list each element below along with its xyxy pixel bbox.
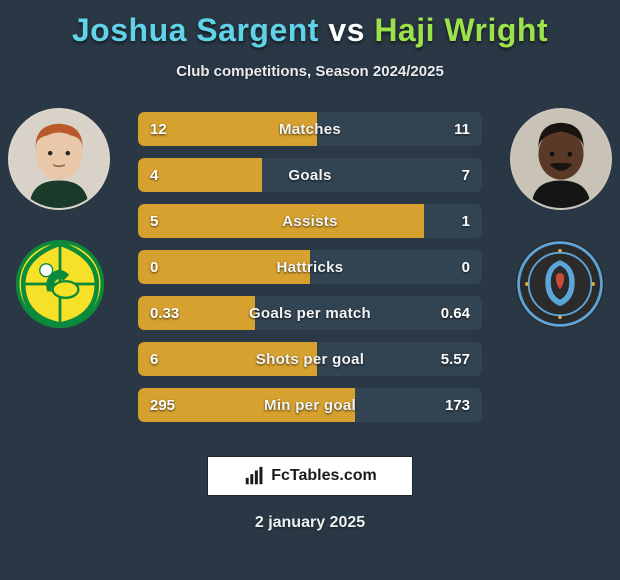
player2-avatar xyxy=(510,108,612,210)
stat-label: Goals per match xyxy=(138,296,482,330)
stat-row: 51Assists xyxy=(138,204,482,238)
subtitle: Club competitions, Season 2024/2025 xyxy=(0,63,620,80)
stat-row: 47Goals xyxy=(138,158,482,192)
brand-icon xyxy=(243,465,265,487)
stat-label: Shots per goal xyxy=(138,342,482,376)
stat-label: Matches xyxy=(138,112,482,146)
stat-label: Hattricks xyxy=(138,250,482,284)
stat-row: 0.330.64Goals per match xyxy=(138,296,482,330)
stat-bars: 1211Matches 47Goals 51Assists 00Hattricks 0.… xyxy=(138,112,482,422)
comparison-title: Joshua Sargent vs Haji Wright xyxy=(0,0,620,49)
player1-avatar xyxy=(8,108,110,210)
stat-row: 1211Matches xyxy=(138,112,482,146)
comparison-content: 1211Matches 47Goals 51Assists 00Hattricks 0.… xyxy=(0,108,620,438)
player2-name: Haji Wright xyxy=(374,12,548,48)
brand-badge[interactable]: FcTables.com xyxy=(207,456,413,496)
date-text: 2 january 2025 xyxy=(0,514,620,532)
stat-label: Goals xyxy=(138,158,482,192)
club1-badge xyxy=(14,238,106,330)
stat-row: 295173Min per goal xyxy=(138,388,482,422)
club2-badge xyxy=(514,238,606,330)
stat-row: 00Hattricks xyxy=(138,250,482,284)
stat-label: Min per goal xyxy=(138,388,482,422)
player1-name: Joshua Sargent xyxy=(72,12,319,48)
stat-row: 65.57Shots per goal xyxy=(138,342,482,376)
title-vs: vs xyxy=(328,12,365,48)
brand-text: FcTables.com xyxy=(271,467,377,485)
stat-label: Assists xyxy=(138,204,482,238)
